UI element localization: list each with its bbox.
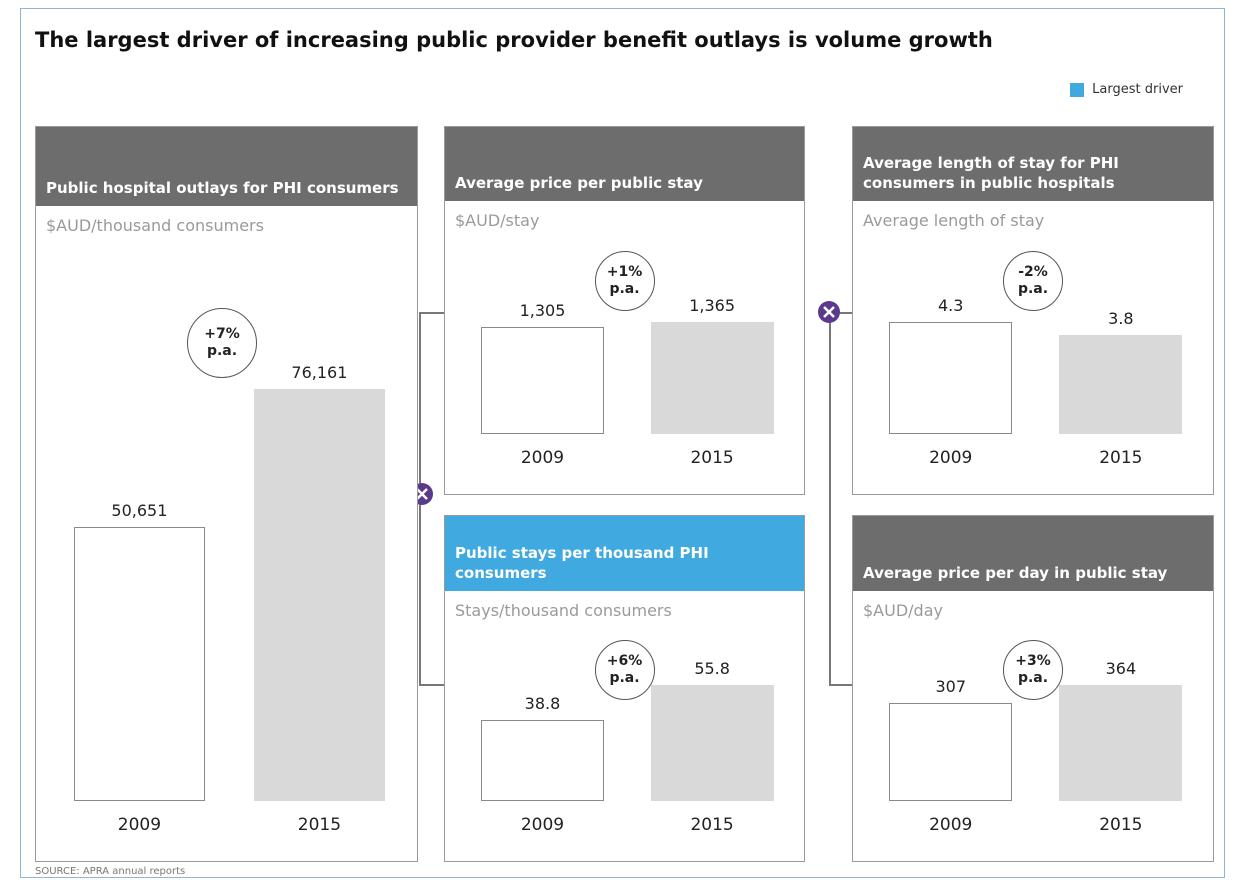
value-label: 364 — [1105, 659, 1137, 678]
value-label: 50,651 — [111, 500, 168, 520]
growth-annotation: +3% p.a. — [1003, 640, 1063, 700]
year-label: 2015 — [690, 448, 734, 468]
year-label: 2015 — [1099, 815, 1143, 835]
panel: Average price per public stay $AUD/stay 1,… — [444, 126, 805, 495]
value-label: 1,305 — [519, 300, 566, 320]
panel-header: Public stays per thousand PHI consumers — [445, 516, 804, 591]
connector — [829, 312, 852, 686]
value-label: 3.8 — [1108, 309, 1134, 329]
value-label: 76,161 — [291, 363, 348, 382]
bar — [254, 389, 385, 801]
multiply-icon — [818, 301, 840, 323]
page-title: The largest driver of increasing public … — [35, 28, 993, 52]
value-label: 1,365 — [689, 296, 736, 315]
year-label: 2015 — [690, 815, 734, 835]
value-label: 38.8 — [524, 694, 561, 714]
value-label: 55.8 — [694, 659, 730, 678]
panel: Public hospital outlays for PHI consumer… — [35, 126, 418, 862]
panel-subtitle: Stays/thousand consumers — [455, 601, 672, 620]
year-label: 2009 — [929, 448, 973, 468]
bar — [1059, 685, 1183, 801]
panel-header: Average price per day in public stay — [853, 516, 1213, 591]
legend-label: Largest driver — [1092, 82, 1183, 97]
panel-header: Average price per public stay — [445, 127, 804, 201]
growth-annotation: +7% p.a. — [187, 308, 257, 378]
legend: Largest driver — [1070, 82, 1183, 97]
frame — [20, 8, 1225, 878]
year-label: 2009 — [929, 815, 973, 835]
source: SOURCE: APRA annual reports — [35, 866, 186, 877]
bar — [481, 720, 604, 801]
bar — [481, 326, 604, 434]
panel: Public stays per thousand PHI consumers S… — [444, 515, 805, 862]
year-label: 2009 — [117, 815, 162, 835]
panel-subtitle: $AUD/thousand consumers — [46, 216, 264, 235]
bar — [650, 685, 774, 801]
panel: Average length of stay for PHI consumers… — [852, 126, 1214, 495]
panel: Average price per day in public stay $AUD… — [852, 515, 1214, 862]
bar — [74, 526, 205, 801]
panel-header: Public hospital outlays for PHI consumer… — [36, 127, 417, 206]
year-label: 2009 — [520, 448, 565, 468]
panel-subtitle: Average length of stay — [863, 211, 1045, 230]
growth-annotation: -2% p.a. — [1003, 251, 1063, 311]
bar — [650, 322, 774, 434]
year-label: 2015 — [1099, 448, 1143, 468]
year-label: 2009 — [520, 815, 565, 835]
year-label: 2015 — [297, 815, 342, 835]
bar — [889, 703, 1013, 801]
value-label: 307 — [935, 677, 966, 697]
panel-subtitle: $AUD/day — [863, 601, 943, 620]
growth-annotation: +6% p.a. — [594, 640, 655, 700]
growth-annotation: +1% p.a. — [594, 251, 655, 311]
panel-subtitle: $AUD/stay — [455, 211, 540, 230]
bar — [889, 322, 1013, 434]
panel-header: Average length of stay for PHI consumers… — [853, 127, 1213, 201]
legend-swatch — [1070, 82, 1085, 97]
value-label: 4.3 — [938, 296, 964, 315]
bar — [1059, 335, 1183, 434]
